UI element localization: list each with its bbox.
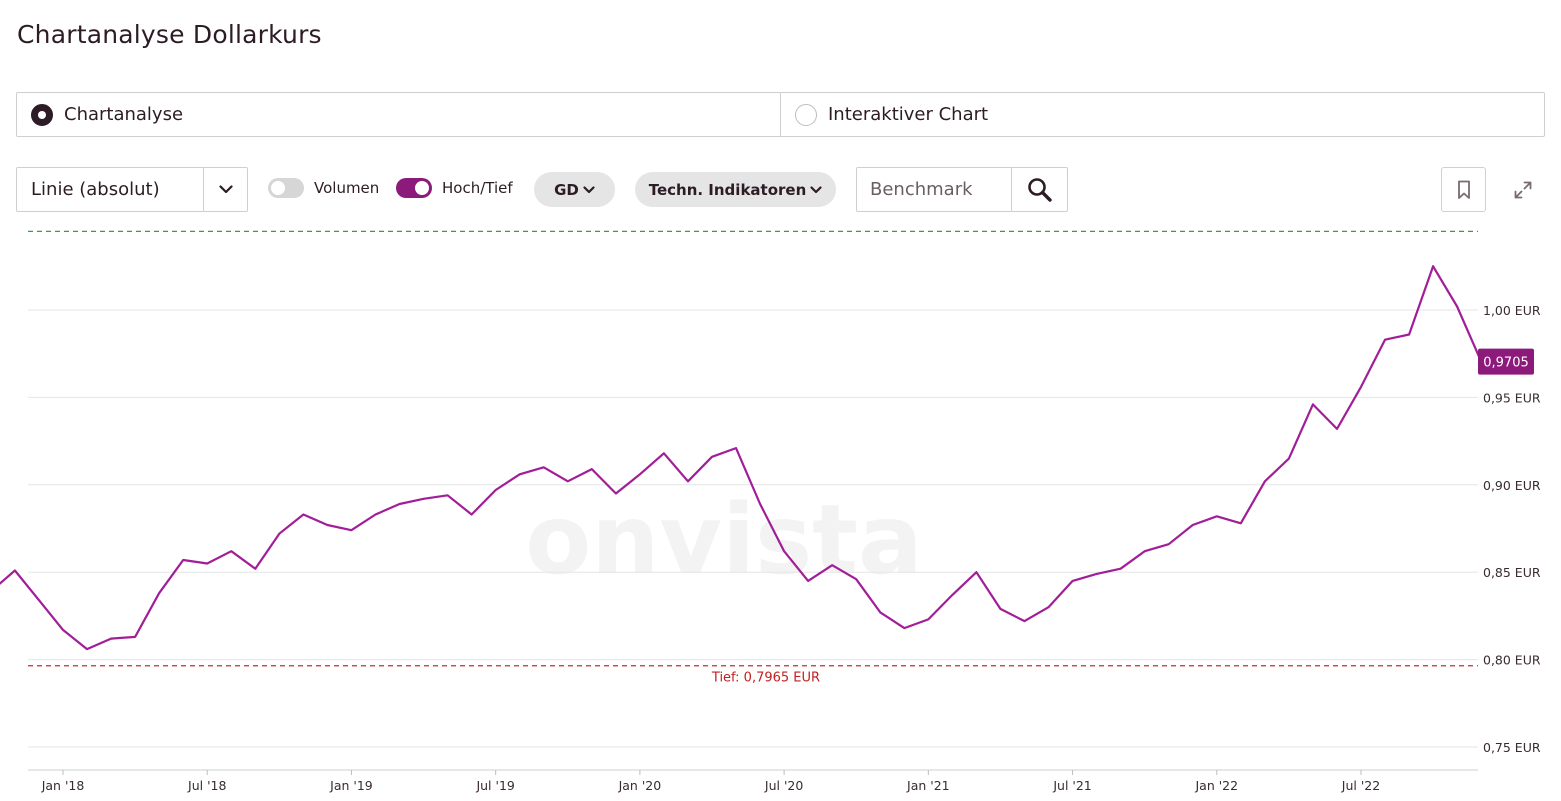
page-title: Chartanalyse Dollarkurs	[17, 20, 322, 49]
x-tick-label: Jul '22	[1341, 778, 1380, 793]
x-tick-label: Jan '18	[41, 778, 85, 793]
toggle-label: Volumen	[314, 179, 380, 197]
expand-button[interactable]	[1500, 167, 1545, 212]
last-value-badge	[1478, 348, 1534, 375]
x-tick-label: Jul '19	[475, 778, 514, 793]
expand-icon	[1514, 181, 1531, 198]
x-tick-label: Jul '18	[187, 778, 226, 793]
chevron-down-icon	[583, 185, 595, 193]
mode-option-label: Interaktiver Chart	[828, 104, 989, 125]
watermark-text: onvista	[525, 484, 923, 596]
y-tick-label: 0,95 EUR	[1483, 390, 1541, 405]
y-tick-label: 0,85 EUR	[1483, 565, 1541, 580]
benchmark-input[interactable]	[857, 168, 1011, 211]
toggle-switch-off[interactable]	[268, 178, 304, 198]
mode-option-chartanalyse[interactable]: Chartanalyse	[17, 93, 781, 136]
price-series-line	[1432, 265, 1483, 363]
toggle-switch-on[interactable]	[396, 178, 432, 198]
search-icon	[1027, 177, 1052, 202]
chart-type-value: Linie (absolut)	[31, 179, 160, 200]
search-button[interactable]	[1011, 168, 1067, 211]
chevron-down-icon	[810, 185, 822, 193]
toggle-label: Hoch/Tief	[442, 179, 513, 197]
toggle-volumen[interactable]: Volumen	[268, 178, 379, 198]
indicators-label: Techn. Indikatoren	[648, 180, 807, 199]
chart-type-select[interactable]: Linie (absolut)	[16, 167, 248, 212]
y-tick-label: 0,75 EUR	[1483, 740, 1541, 755]
low-reference-label: Tief: 0,7965 EUR	[711, 671, 820, 686]
mode-option-label: Chartanalyse	[64, 104, 184, 125]
y-tick-label: 1,00 EUR	[1483, 303, 1541, 318]
radio-unchecked-icon[interactable]	[795, 103, 817, 126]
chevron-down-icon[interactable]	[203, 168, 247, 211]
chart-mode-switch: Chartanalyse Interaktiver Chart	[16, 92, 1545, 137]
bookmark-icon	[1457, 180, 1470, 199]
indicators-dropdown-button[interactable]: Techn. Indikatoren	[635, 172, 836, 207]
x-tick-label: Jan '21	[906, 778, 950, 793]
last-value-label: 0,9705	[1483, 356, 1529, 371]
x-tick-label: Jul '20	[764, 778, 803, 793]
benchmark-search	[856, 167, 1068, 212]
price-series-line	[0, 265, 1435, 651]
x-tick-label: Jan '22	[1194, 778, 1238, 793]
toggle-hoch-tief[interactable]: Hoch/Tief	[396, 178, 513, 198]
y-tick-label: 0,90 EUR	[1483, 478, 1541, 493]
gd-label: GD	[554, 180, 579, 199]
x-tick-label: Jul '21	[1052, 778, 1091, 793]
price-chart: onvista 0,75 EUR 0,80 EUR 0,85 EUR 0,90 EUR 0…	[0, 230, 1541, 793]
y-tick-label: 0,80 EUR	[1483, 653, 1541, 668]
gd-dropdown-button[interactable]: GD	[534, 172, 615, 207]
bookmark-button[interactable]	[1441, 167, 1486, 212]
x-tick-label: Jan '20	[618, 778, 662, 793]
x-tick-label: Jan '19	[329, 778, 373, 793]
radio-checked-icon[interactable]	[31, 103, 53, 126]
mode-option-interaktiv[interactable]: Interaktiver Chart	[781, 93, 1544, 136]
